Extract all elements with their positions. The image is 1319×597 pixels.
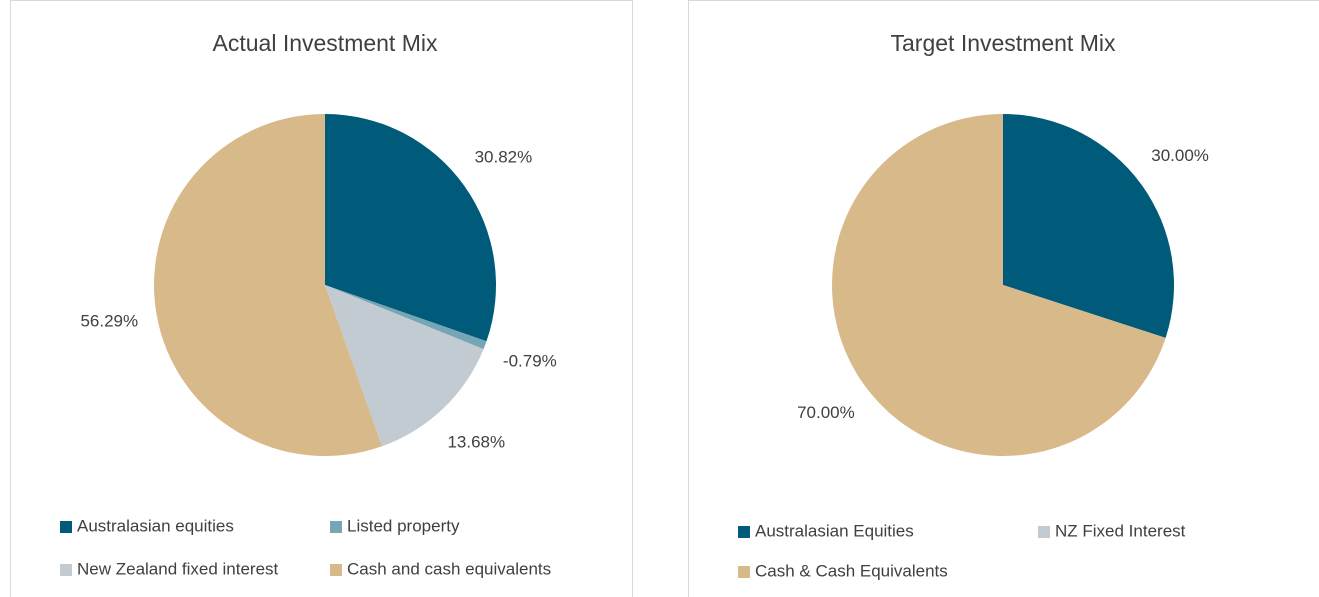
pie-slice — [1003, 114, 1174, 338]
pie-slice — [832, 114, 1166, 457]
legend-swatch — [1038, 526, 1050, 538]
data-label: 56.29% — [80, 312, 138, 331]
legend-label: Australasian equities — [77, 516, 234, 535]
legend-swatch — [60, 521, 72, 533]
legend-swatch — [60, 564, 72, 576]
legend-label: New Zealand fixed interest — [77, 559, 279, 578]
legend-swatch — [738, 566, 750, 578]
legend-label: Cash & Cash Equivalents — [755, 561, 948, 580]
chart-title: Target Investment Mix — [891, 30, 1116, 56]
pie-slice — [325, 114, 497, 342]
data-label: -0.79% — [503, 352, 557, 371]
chart-title: Actual Investment Mix — [213, 30, 438, 56]
legend-swatch — [738, 526, 750, 538]
legend-swatch — [330, 564, 342, 576]
pie-slice — [154, 114, 383, 457]
data-label: 30.00% — [1151, 146, 1209, 165]
legend-label: Cash and cash equivalents — [347, 559, 551, 578]
legend-swatch — [330, 521, 342, 533]
pie-slice — [325, 285, 487, 350]
data-label: 30.82% — [475, 148, 533, 167]
legend-label: NZ Fixed Interest — [1055, 521, 1186, 540]
legend-label: Australasian Equities — [755, 521, 914, 540]
pie-slice — [325, 285, 484, 447]
data-label: 70.00% — [797, 403, 855, 422]
legend-label: Listed property — [347, 516, 460, 535]
data-label: 13.68% — [447, 433, 505, 452]
